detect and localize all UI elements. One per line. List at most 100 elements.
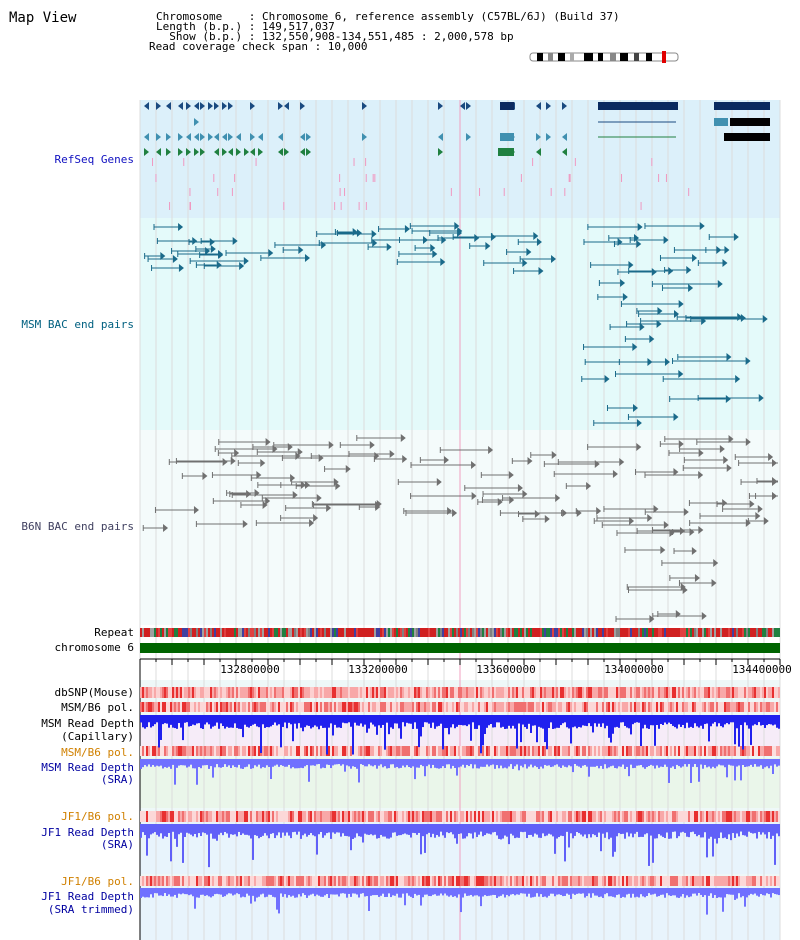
heat-cell [608, 702, 610, 712]
heat-cell [674, 687, 676, 698]
heat-cell [262, 746, 264, 756]
heat-cell [410, 687, 412, 698]
heat-cell [618, 702, 620, 712]
depth-bar [296, 888, 298, 898]
depth-bar [756, 824, 758, 839]
depth-bar [496, 759, 498, 766]
depth-bar [584, 888, 586, 898]
depth-bar [522, 888, 524, 894]
depth-bar [312, 759, 314, 766]
msm-bac-features[interactable] [144, 222, 768, 427]
heat-cell [362, 746, 364, 756]
depth-bar [146, 759, 148, 767]
repeat-segment [530, 628, 532, 637]
depth-bar [348, 888, 350, 894]
gene-arrow [236, 133, 241, 141]
repeat-segment [206, 628, 208, 637]
heat-cell [190, 702, 192, 712]
heat-cell [760, 811, 762, 822]
bac-pair-arrow [371, 230, 377, 238]
heat-cell [200, 687, 202, 698]
depth-bar [536, 759, 538, 768]
depth-bar [272, 888, 274, 897]
heat-cell [318, 746, 320, 756]
heat-cell [332, 746, 334, 756]
heat-cell [630, 876, 632, 886]
heat-cell [560, 876, 562, 886]
depth-bar [662, 824, 664, 837]
b6n-bac-features[interactable] [142, 434, 778, 623]
depth-bar [368, 824, 370, 835]
heat-cell [640, 702, 642, 712]
heat-cell [386, 876, 388, 886]
depth-bar [242, 888, 244, 897]
heat-cell [314, 702, 316, 712]
heat-cell [358, 702, 360, 712]
depth-bar [416, 888, 418, 896]
depth-bar [406, 759, 408, 766]
heat-cell [420, 746, 422, 756]
gene-arrow [546, 133, 551, 141]
heat-cell [562, 811, 564, 822]
label-msm-bac[interactable]: MSM BAC end pairs [21, 318, 134, 331]
heat-cell [662, 702, 664, 712]
heat-cell [766, 876, 768, 886]
heat-cell [478, 702, 480, 712]
gene-arrow [460, 102, 465, 110]
depth-bar [220, 759, 222, 768]
depth-bar [274, 715, 276, 723]
depth-bar [288, 888, 290, 896]
gene-arrow [228, 133, 233, 141]
depth-bar [370, 759, 372, 766]
repeat-segment [568, 628, 570, 637]
label-b6n-bac[interactable]: B6N BAC end pairs [21, 520, 134, 533]
depth-bar [608, 715, 610, 738]
depth-bar [326, 888, 328, 894]
heat-cell [552, 876, 554, 886]
heat-cell [296, 811, 298, 822]
depth-bar [226, 824, 228, 834]
depth-bar [702, 715, 704, 729]
depth-bar [352, 824, 354, 839]
repeat-segment [322, 628, 324, 637]
bac-pair-arrow [669, 529, 675, 537]
label-jf1-depth-sra-sub: (SRA) [101, 838, 134, 851]
heat-cell [672, 746, 674, 756]
depth-bar [576, 715, 578, 729]
repeat-segment [426, 628, 428, 637]
heat-cell [492, 876, 494, 886]
depth-bar [446, 824, 448, 833]
heat-cell [678, 876, 680, 886]
heat-cell [558, 702, 560, 712]
heat-cell [206, 876, 208, 886]
depth-bar [464, 715, 466, 726]
depth-bar [764, 715, 766, 728]
heat-cell [454, 876, 456, 886]
heat-cell [412, 687, 414, 698]
depth-bar [330, 759, 332, 769]
bac-pair-arrow [632, 343, 638, 351]
refseq-gene-features[interactable] [144, 102, 770, 210]
depth-bar [484, 824, 486, 836]
heat-cell [256, 876, 258, 886]
depth-bar [334, 759, 336, 765]
heat-cell [286, 687, 288, 698]
heat-cell [334, 702, 336, 712]
heat-cell [766, 746, 768, 756]
depth-bar [256, 888, 258, 898]
depth-bar [338, 888, 340, 897]
bac-pair-arrow [688, 284, 694, 292]
heat-cell [390, 811, 392, 822]
heat-cell [680, 702, 682, 712]
depth-bar [504, 824, 506, 836]
heat-cell [524, 687, 526, 698]
repeat-segment [232, 628, 234, 637]
heat-cell [580, 876, 582, 886]
heat-cell [156, 702, 158, 712]
depth-bar [524, 715, 526, 728]
label-refseq[interactable]: RefSeq Genes [55, 153, 134, 166]
depth-bar [736, 824, 738, 834]
depth-bar [746, 824, 748, 837]
depth-bar [376, 888, 378, 896]
heat-cell [580, 746, 582, 756]
